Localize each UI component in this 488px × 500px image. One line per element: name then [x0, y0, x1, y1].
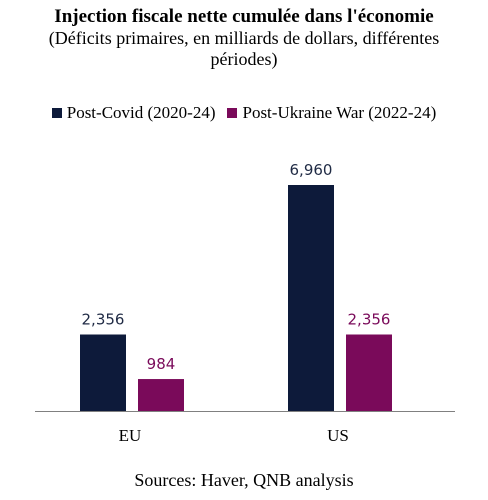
legend-label-post-covid: Post-Covid (2020-24): [66, 103, 216, 122]
data-label-eu-series-1: 984: [147, 355, 176, 373]
chart-legend: Post-Covid (2020-24) Post-Ukraine War (2…: [0, 103, 488, 123]
bar-eu-series-0: [80, 334, 126, 411]
legend-item-post-covid: Post-Covid (2020-24): [51, 103, 216, 123]
legend-swatch-post-covid: [51, 108, 62, 118]
source-note: Sources: Haver, QNB analysis: [134, 470, 354, 490]
chart-subtitle: (Déficits primaires, en milliards de dol…: [48, 28, 440, 69]
data-label-us-series-1: 2,356: [348, 310, 391, 328]
category-label-us: US: [327, 426, 349, 445]
data-label-us-series-0: 6,960: [290, 161, 333, 179]
category-label-eu: EU: [119, 426, 142, 445]
legend-label-post-ukraine: Post-Ukraine War (2022-24): [242, 103, 437, 122]
bar-us-series-1: [346, 334, 392, 411]
chart-title: Injection fiscale nette cumulée dans l'é…: [54, 6, 434, 27]
bar-eu-series-1: [138, 379, 184, 411]
legend-swatch-post-ukraine: [227, 108, 238, 118]
bar-us-series-0: [288, 185, 334, 411]
data-label-eu-series-0: 2,356: [82, 310, 125, 328]
legend-item-post-ukraine: Post-Ukraine War (2022-24): [227, 103, 436, 123]
